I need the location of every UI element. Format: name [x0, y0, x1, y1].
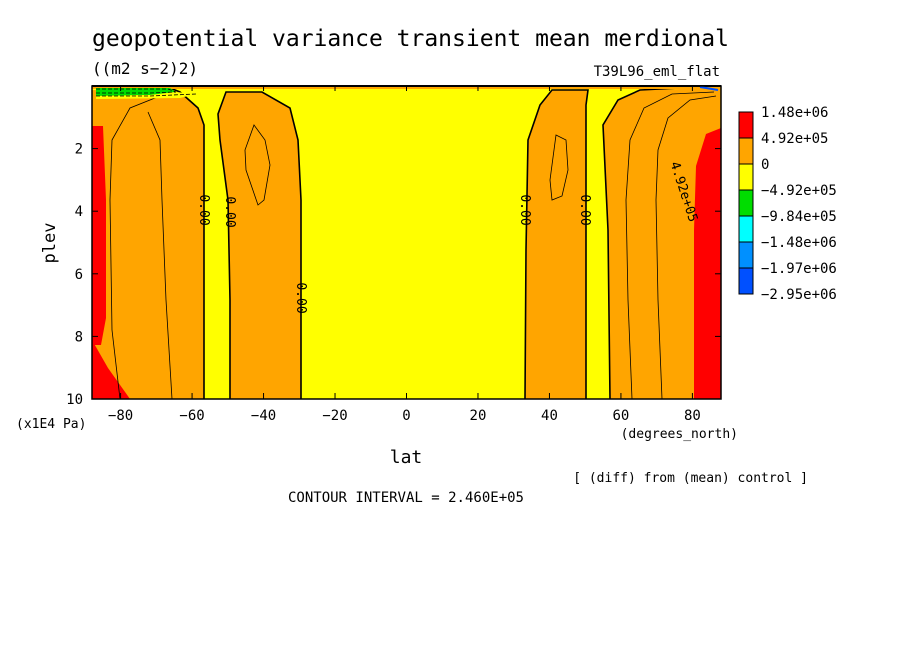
- diff-note: [ (diff) from (mean) control ]: [573, 471, 808, 486]
- top-strip-blue-mark: [699, 86, 719, 91]
- plot-area: 0.00 0.00 0.00 0.00 0.00 4.92e+05: [91, 85, 722, 400]
- x-tick-label: 40: [541, 408, 558, 424]
- y-axis: 2 4 6 8 10: [66, 142, 721, 408]
- fill-region-red-nh: [694, 128, 721, 399]
- contour-label-2: 0.00: [222, 196, 237, 227]
- colorbar-swatch: [738, 137, 754, 165]
- contour-zero-1: [169, 87, 205, 399]
- colorbar-swatch: [738, 241, 754, 269]
- x-axis: −80 −60 −40 −20 0 20 40 60 80: [108, 86, 701, 424]
- x-tick-label: −20: [322, 408, 347, 424]
- colorbar-label: −9.84e+05: [761, 209, 837, 225]
- colorbar-swatch: [738, 163, 754, 191]
- contour-label-5: 0.00: [577, 194, 592, 225]
- contour-thin-sh-1: [109, 95, 161, 400]
- x-tick-label: −60: [179, 408, 204, 424]
- run-label: T39L96_eml_flat: [594, 64, 720, 80]
- contour-zero-4: [602, 87, 681, 400]
- contour-interval: CONTOUR INTERVAL = 2.460E+05: [288, 490, 524, 506]
- y-tick-label: 2: [75, 142, 83, 158]
- y-axis-units: (x1E4 Pa): [16, 417, 86, 432]
- chart-units: ((m2 s−2)2): [92, 59, 198, 78]
- contour-zero-2: [217, 91, 302, 399]
- contour-zero-3: [524, 89, 589, 400]
- colorbar-label: 1.48e+06: [761, 105, 828, 121]
- x-tick-label: −40: [251, 408, 276, 424]
- colorbar-label: −4.92e+05: [761, 183, 837, 199]
- x-tick-label: 80: [684, 408, 701, 424]
- contour-thin-sh-3: [244, 124, 271, 206]
- colorbar-label: 4.92e+05: [761, 131, 828, 147]
- colorbar-label: −2.95e+06: [761, 287, 837, 303]
- colorbar-swatch: [738, 267, 754, 295]
- chart-title: geopotential variance transient mean mer…: [92, 26, 729, 52]
- colorbar-swatch: [738, 215, 754, 243]
- colorbar-label: −1.97e+06: [761, 261, 837, 277]
- fill-region-red-sh: [92, 126, 130, 399]
- fill-region-orange-nh-inner: [525, 90, 588, 399]
- contour-negative-dashed-2: [96, 91, 177, 94]
- colorbar-label: −1.48e+06: [761, 235, 837, 251]
- contour-label-1: 0.00: [196, 194, 211, 225]
- x-tick-label: 60: [613, 408, 630, 424]
- contour-label-4: 0.00: [517, 194, 532, 225]
- colorbar-label: 0: [761, 157, 769, 173]
- y-tick-label: 4: [75, 204, 83, 220]
- contour-thin-nh-1: [549, 134, 569, 201]
- y-tick-label: 8: [75, 329, 83, 345]
- x-axis-units: (degrees_north): [621, 427, 738, 442]
- top-strip-green: [96, 88, 176, 96]
- x-tick-label: −80: [108, 408, 133, 424]
- contour-negative-dashed-3: [96, 93, 197, 97]
- contour-negative-dashed-1: [96, 88, 177, 93]
- contour-thin-nh-3: [655, 95, 717, 400]
- top-strip-yellow: [96, 92, 196, 99]
- colorbar-swatch: [738, 189, 754, 217]
- x-axis-label: lat: [390, 447, 423, 468]
- y-tick-label: 10: [66, 392, 83, 408]
- contour-thin-sh-2: [147, 111, 173, 400]
- fill-region-orange-sh-outer: [92, 90, 204, 399]
- x-tick-label: 20: [470, 408, 487, 424]
- fill-region-orange-nh-outer: [603, 88, 721, 399]
- y-axis-label: plev: [40, 223, 60, 264]
- colorbar: 1.48e+06 4.92e+05 0 −4.92e+05 −9.84e+05 −1.48…: [738, 105, 837, 303]
- contour-label-3: 0.00: [293, 282, 308, 313]
- y-tick-label: 6: [75, 267, 83, 283]
- x-tick-label: 0: [402, 408, 410, 424]
- contour-thin-nh-2: [625, 91, 715, 400]
- colorbar-swatch: [738, 111, 754, 139]
- fill-region-orange-sh-inner: [218, 92, 301, 399]
